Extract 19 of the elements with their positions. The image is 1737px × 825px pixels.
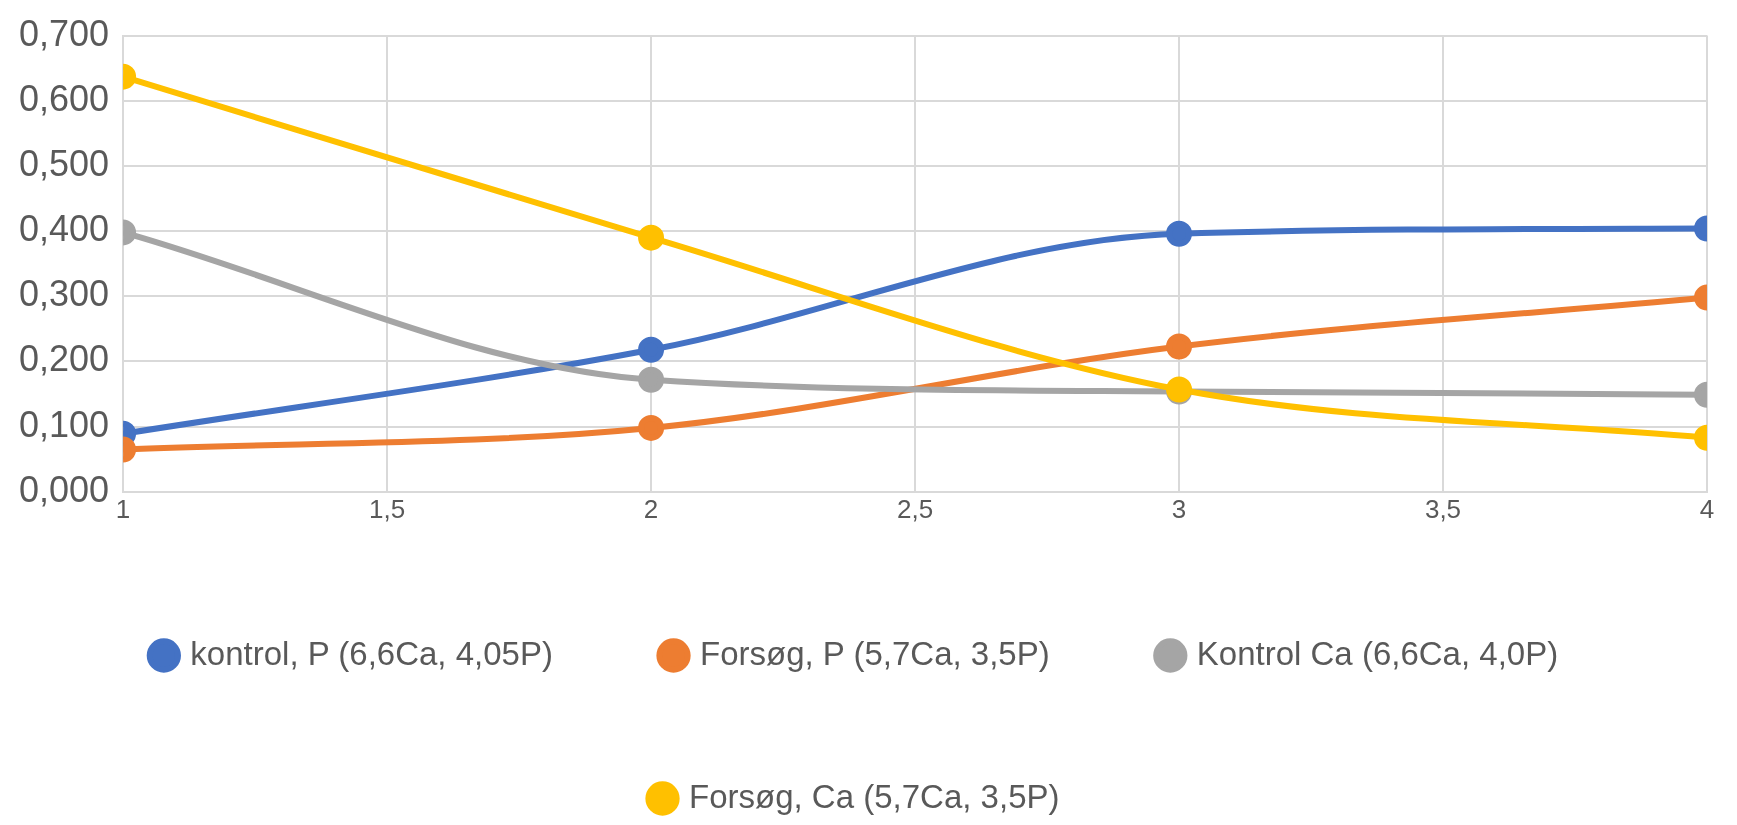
- y-tick-label: 0,100: [18, 403, 110, 445]
- y-tick-label: 0,500: [18, 142, 110, 184]
- x-tick-label: 2: [643, 493, 659, 524]
- x-tick-label: 4: [1699, 493, 1715, 524]
- x-tick-label: 3,5: [1424, 493, 1462, 524]
- y-tick-label: 0,300: [18, 273, 110, 315]
- legend-label: Forsøg, Ca (5,7Ca, 3,5P): [689, 777, 1060, 815]
- legend-label: kontrol, P (6,6Ca, 4,05P): [190, 634, 553, 672]
- y-tick-label: 0,600: [18, 77, 110, 119]
- y-tick-label: 0,400: [18, 208, 110, 250]
- legend-label: Forsøg, P (5,7Ca, 3,5P): [700, 634, 1050, 672]
- x-tick-label: 1: [115, 493, 131, 524]
- y-tick-label: 0,000: [18, 468, 110, 510]
- x-tick-label: 3: [1171, 493, 1187, 524]
- y-tick-label: 0,200: [18, 338, 110, 380]
- x-tick-label: 1,5: [369, 493, 406, 524]
- x-tick-label: 2,5: [896, 493, 934, 524]
- legend-label: Kontrol Ca (6,6Ca, 4,0P): [1196, 634, 1559, 672]
- y-tick-label: 0,700: [18, 12, 110, 54]
